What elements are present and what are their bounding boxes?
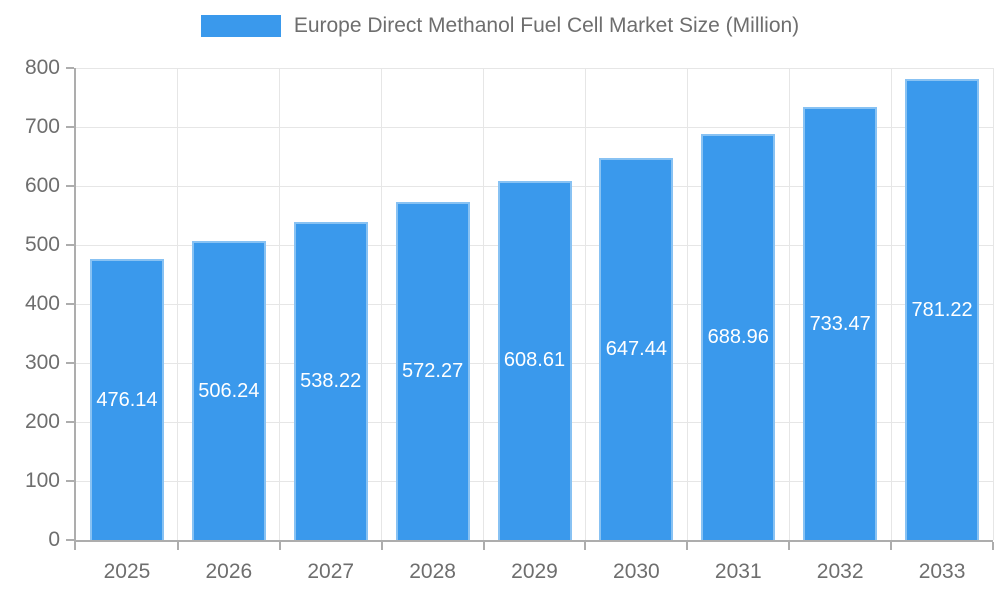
y-axis-tick [66, 303, 74, 305]
bar-2025 [89, 259, 164, 540]
x-tick-label: 2032 [816, 560, 864, 583]
x-tick-label: 2030 [613, 560, 660, 583]
bar-2031 [701, 133, 776, 540]
x-axis-tick [74, 542, 76, 550]
gridline-vertical [279, 68, 281, 540]
x-tick-label: 2027 [307, 560, 355, 583]
y-axis-tick [66, 539, 74, 541]
bar-value-label: 733.47 [809, 312, 871, 335]
bar-2026 [191, 241, 266, 540]
x-tick-label: 2031 [714, 560, 762, 583]
bar-value-label: 538.22 [300, 370, 362, 393]
gridline-vertical [686, 68, 688, 540]
bar-value-label: 688.96 [707, 325, 769, 348]
y-axis-tick [66, 185, 74, 187]
plot-area: 0 100 200 300 400 500 600 700 800 476.14 2025 506.2… [25, 56, 994, 583]
x-axis-tick [890, 542, 893, 550]
y-axis-tick [66, 362, 74, 364]
y-tick-label: 200 [24, 410, 60, 433]
y-axis-line [74, 68, 76, 542]
gridline-vertical [177, 68, 179, 540]
gridline-horizontal [76, 126, 993, 128]
chart-title: Europe Direct Methanol Fuel Cell Market … [293, 14, 800, 37]
y-axis-tick [66, 126, 74, 128]
gridline-vertical [890, 68, 892, 540]
y-axis-tick [66, 244, 74, 246]
bar-value-label: 781.22 [911, 298, 973, 321]
x-axis-tick [584, 542, 587, 550]
bar-value-label: 476.14 [96, 388, 158, 411]
y-axis-tick [66, 480, 74, 482]
y-tick-label: 400 [24, 292, 60, 315]
gridline-vertical [381, 68, 383, 540]
bar-2032 [803, 107, 878, 540]
y-axis-tick [66, 421, 74, 423]
x-axis-tick [482, 542, 485, 550]
bar-2029 [497, 180, 572, 540]
x-axis-tick [788, 542, 791, 550]
y-axis-tick [66, 67, 74, 69]
bar-2033 [905, 79, 980, 540]
x-tick-label: 2033 [918, 560, 966, 583]
bar-value-label: 608.61 [503, 349, 566, 372]
bar-value-label: 506.24 [198, 379, 260, 402]
x-axis-tick [176, 542, 179, 550]
gridline-vertical [483, 68, 485, 540]
x-axis-tick [686, 542, 689, 550]
bar-2028 [395, 202, 470, 540]
bar-value-label: 572.27 [402, 360, 464, 383]
x-tick-label: 2026 [205, 560, 253, 583]
gridline-horizontal [76, 67, 993, 69]
gridline-vertical [788, 68, 790, 540]
y-tick-label: 100 [24, 469, 60, 492]
x-tick-label: 2025 [103, 560, 151, 583]
bar-2030 [599, 158, 674, 540]
x-axis-tick [278, 542, 281, 550]
x-axis-line [74, 540, 993, 542]
y-tick-label: 0 [48, 528, 60, 551]
bar-2027 [293, 222, 368, 540]
y-tick-label: 500 [24, 233, 60, 256]
y-tick-label: 600 [24, 174, 60, 197]
x-axis-tick [380, 542, 383, 550]
gridline-vertical [992, 68, 994, 540]
y-tick-label: 800 [24, 56, 60, 79]
y-tick-label: 300 [24, 351, 60, 374]
x-axis-tick [992, 542, 994, 550]
x-tick-label: 2028 [409, 560, 456, 583]
bar-value-label: 647.44 [605, 338, 667, 360]
gridline-vertical [584, 68, 586, 540]
legend-swatch [200, 15, 281, 37]
x-tick-label: 2029 [511, 560, 558, 583]
legend: Europe Direct Methanol Fuel Cell Market … [0, 14, 1000, 38]
y-tick-label: 700 [24, 115, 60, 138]
